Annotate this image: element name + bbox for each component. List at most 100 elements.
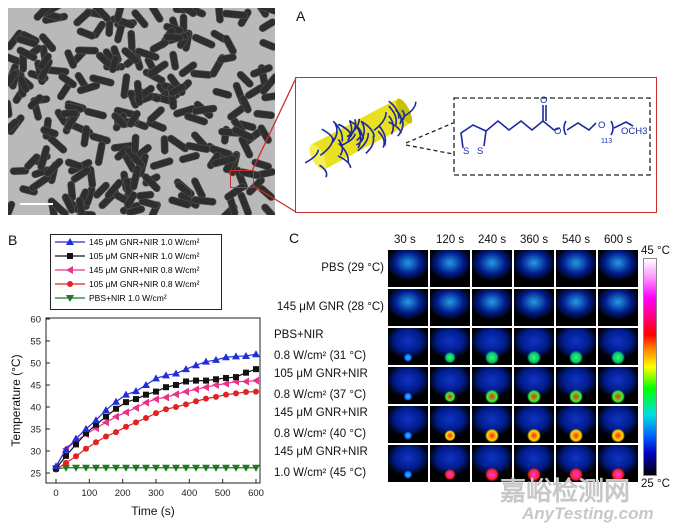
data-point [252, 376, 259, 385]
nanorod [40, 126, 59, 138]
thermal-image [430, 328, 470, 365]
nanorod [8, 118, 20, 137]
molecule-box [453, 97, 651, 176]
time-header: 540 s [562, 234, 591, 246]
legend-label: 145 μM GNR+NIR 0.8 W/cm² [89, 265, 200, 275]
watermark-en: AnyTesting.com [522, 504, 654, 523]
nanorod [24, 153, 41, 171]
nanorod [191, 33, 216, 49]
nanorod [149, 38, 169, 53]
zoom-connector-lines [251, 77, 297, 213]
data-point [52, 462, 60, 470]
nanorod [212, 87, 233, 99]
thermal-image [514, 328, 554, 365]
data-point [172, 369, 180, 377]
data-point [123, 399, 129, 406]
legend-label: 105 μM GNR+NIR 0.8 W/cm² [89, 279, 200, 289]
nanorod [217, 53, 237, 64]
data-point [222, 464, 230, 472]
temperature-colorbar [643, 258, 657, 476]
data-point [242, 351, 250, 359]
thermal-image [556, 406, 596, 443]
data-point [172, 464, 180, 472]
thermal-image [388, 250, 428, 287]
thermal-image [556, 289, 596, 326]
nanorod [89, 132, 111, 145]
nanorod [133, 79, 144, 106]
nanorod [8, 99, 13, 119]
peg-gnr-schematic: S S O O O 113 OCH3 [304, 95, 651, 178]
x-tick-label: 400 [181, 488, 197, 499]
data-point [163, 384, 169, 391]
nanorod [169, 50, 180, 71]
nanorod [221, 9, 248, 20]
thermal-image [472, 406, 512, 443]
nanorod [76, 81, 101, 95]
data-point [233, 374, 239, 381]
data-point [103, 413, 109, 420]
data-point [113, 429, 119, 436]
legend-marker-icon [55, 238, 85, 245]
atom-o-ester: O [554, 126, 561, 137]
legend-item: 105 μM GNR+NIR 0.8 W/cm² [51, 277, 221, 291]
nanorod [239, 95, 252, 114]
thermal-image [430, 250, 470, 287]
data-point [192, 464, 200, 472]
data-point [83, 445, 89, 452]
nanorod [131, 9, 149, 29]
thermal-image [514, 289, 554, 326]
nanorod [185, 142, 211, 153]
data-point [192, 361, 200, 369]
nanorod [261, 203, 275, 215]
time-header: 120 s [436, 234, 465, 246]
thermal-image [472, 328, 512, 365]
condition-label: 105 μM GNR+NIR 0.8 W/cm² (37 °C) [274, 364, 368, 406]
thermal-image [514, 445, 554, 482]
thermal-image [598, 406, 638, 443]
thermal-image [472, 289, 512, 326]
nanorod [84, 107, 108, 120]
data-point [212, 464, 220, 472]
nanorod [108, 54, 120, 74]
legend-label: 105 μM GNR+NIR 1.0 W/cm² [89, 251, 200, 261]
thermal-image [430, 289, 470, 326]
nanorod [113, 8, 126, 23]
nanorod [39, 33, 57, 53]
nanorod [111, 112, 128, 129]
nanorod [129, 164, 142, 191]
nanorod [126, 110, 141, 128]
panel-label-c: C [289, 230, 300, 246]
data-point [253, 388, 259, 395]
data-point [232, 352, 240, 360]
x-tick-label: 300 [148, 488, 164, 499]
nanorod [64, 158, 83, 170]
condition-line2: 1.0 W/cm² (45 °C) [274, 467, 367, 479]
nanorod [73, 8, 93, 27]
nanorod [231, 126, 255, 142]
condition-line2: 0.8 W/cm² (31 °C) [274, 350, 367, 362]
atom-och3: OCH3 [621, 126, 647, 137]
thermal-image [472, 367, 512, 404]
data-point [142, 398, 149, 407]
data-point [73, 453, 79, 460]
nanorod [93, 181, 110, 199]
data-point [143, 391, 149, 398]
legend-label: 145 μM GNR+NIR 1.0 W/cm² [89, 237, 200, 247]
data-point [62, 445, 70, 453]
data-point [222, 353, 230, 361]
series-triangle-up [52, 350, 260, 470]
y-axis-label: Temperature (°C) [9, 354, 23, 446]
condition-line1: 145 μM GNR+NIR [274, 407, 368, 419]
series-triangle-down [52, 464, 260, 473]
nanorod [175, 181, 193, 197]
nanorod [80, 125, 91, 148]
condition-label: PBS (29 °C) [321, 262, 384, 274]
nanorod [64, 49, 77, 69]
data-point [152, 464, 160, 472]
data-point [172, 390, 179, 399]
watermark-cn: 嘉峪检测网 [500, 476, 631, 506]
zoom-region-marker [230, 170, 254, 188]
nanorod [58, 72, 77, 89]
